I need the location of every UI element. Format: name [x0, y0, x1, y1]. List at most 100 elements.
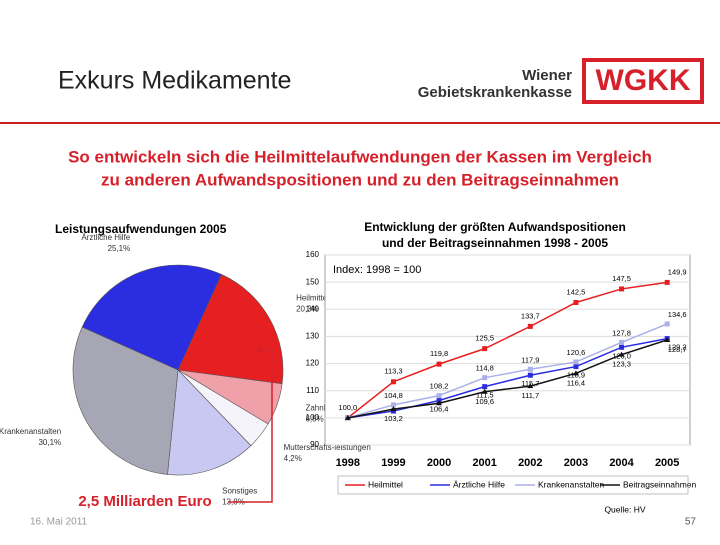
logo: WGKK [596, 64, 691, 97]
slice-value: 30,1% [38, 438, 61, 447]
data-label: 104,8 [384, 391, 403, 400]
data-label: 114,8 [476, 364, 494, 373]
point [527, 372, 533, 378]
slice-label: Mutterschafts-leistungen [284, 443, 371, 452]
legend-frame [337, 475, 689, 495]
slice-label: Heilmittel [296, 294, 329, 303]
point [619, 286, 625, 292]
slice-value: 25,1% [108, 244, 131, 253]
data-label: 147,5 [612, 274, 631, 283]
point [482, 346, 488, 352]
footer-date: 16. Mai 2011 [30, 517, 88, 528]
legend-label: Ärztliche Hilfe [453, 479, 505, 489]
slice-label: Ärztliche Hilfe [81, 233, 130, 242]
series-line [347, 337, 668, 419]
data-label: 108,2 [430, 382, 449, 391]
y-tick-label: 120 [306, 359, 320, 368]
pie-title: Leistungsaufwendungen 2005 [55, 222, 227, 236]
data-label: 119,8 [430, 349, 448, 358]
x-tick-label: 2000 [427, 457, 451, 469]
arrow-head [255, 346, 262, 354]
x-tick-label: 1998 [336, 457, 360, 469]
slice-label: Sonstiges [222, 487, 257, 496]
point [344, 414, 351, 420]
pie-slice [177, 274, 284, 385]
data-label: 134,6 [668, 310, 687, 319]
slice-value: 4,2% [284, 454, 302, 463]
point [481, 388, 488, 394]
x-tick-label: 1999 [381, 457, 405, 469]
data-label: 128,7 [668, 345, 687, 354]
point [618, 351, 625, 357]
x-tick-label: 2002 [518, 457, 542, 469]
annotation-arrow [228, 349, 273, 503]
data-label: 123,3 [612, 360, 631, 369]
point [573, 364, 579, 370]
slice-value: 6,5% [305, 415, 323, 424]
page-number: 57 [685, 517, 697, 528]
point [619, 339, 625, 345]
point [572, 370, 579, 376]
logo-text: Gebietskrankenkasse [418, 84, 572, 101]
point [664, 321, 670, 327]
point [664, 336, 671, 342]
point [390, 406, 397, 412]
point [436, 393, 442, 399]
data-label: 103,2 [384, 414, 403, 423]
logo-frame [582, 58, 704, 104]
y-tick-label: 100 [306, 413, 320, 422]
y-tick-label: 160 [306, 250, 320, 259]
data-label: 133,7 [521, 311, 540, 320]
data-label: 109,6 [475, 397, 494, 406]
point [436, 361, 442, 367]
slice-label: Krankenanstalten [0, 427, 61, 436]
point [436, 400, 443, 406]
source: Quelle: HV [604, 504, 645, 514]
series-line [347, 323, 668, 419]
point [390, 379, 396, 385]
point [527, 323, 533, 329]
point [664, 279, 670, 285]
y-tick-label: 90 [310, 440, 319, 449]
x-tick-label: 2001 [472, 457, 496, 469]
data-label: 116,4 [567, 378, 585, 387]
point [619, 344, 625, 350]
legend-label: Heilmittel [368, 479, 403, 489]
point [527, 366, 533, 372]
data-label: 127,8 [612, 328, 631, 337]
legend-label: Krankenanstalten [538, 479, 604, 489]
point [573, 359, 579, 365]
data-label: 125,5 [475, 334, 494, 343]
logo-text: Wiener [522, 67, 572, 84]
data-label: 129,2 [668, 343, 687, 352]
slice-value: 20,3% [296, 305, 319, 314]
point [390, 402, 396, 408]
series-line [347, 339, 668, 419]
point [482, 384, 488, 390]
data-label: 120,6 [567, 348, 586, 357]
legend-label: Beitragseinnahmen [623, 479, 697, 489]
y-tick-label: 130 [306, 332, 320, 341]
data-label: 142,5 [567, 287, 586, 296]
data-label: 113,3 [384, 367, 402, 376]
x-tick-label: 2005 [655, 457, 679, 469]
series-line [347, 281, 668, 419]
data-label: 111,5 [476, 391, 494, 400]
slide-title: Exkurs Medikamente [58, 67, 291, 95]
x-tick-label: 2004 [609, 457, 634, 469]
y-tick-label: 150 [306, 277, 320, 286]
data-label: 149,9 [668, 267, 687, 276]
point [527, 383, 534, 389]
data-label: 106,4 [430, 404, 449, 413]
data-label: 111,7 [521, 391, 539, 400]
data-label: 100,0 [338, 403, 357, 412]
annotation: 2,5 Milliarden Euro [78, 493, 211, 510]
headline: zu anderen Aufwandspositionen und zu den… [101, 170, 619, 189]
data-label: 117,9 [521, 355, 539, 364]
y-tick-label: 110 [306, 386, 319, 395]
plot-area [324, 254, 691, 446]
x-tick-label: 2003 [564, 457, 588, 469]
point [573, 300, 579, 305]
